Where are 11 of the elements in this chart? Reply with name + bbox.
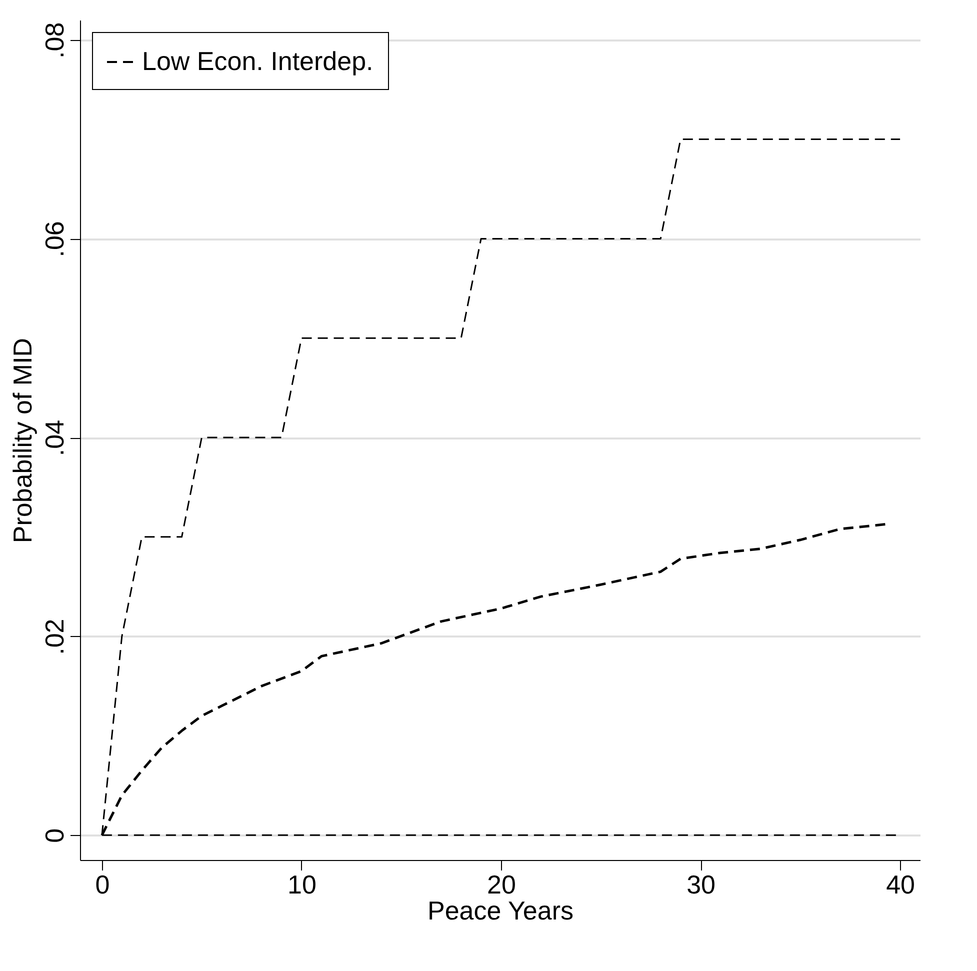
x-tick-label: 40 bbox=[886, 870, 916, 900]
legend-label: Low Econ. Interdep. bbox=[142, 46, 374, 76]
y-tick-label: .04 bbox=[40, 420, 70, 456]
y-tick-label: .08 bbox=[40, 22, 70, 58]
y-axis-title: Probability of MID bbox=[8, 338, 38, 544]
y-tick-label: .06 bbox=[40, 221, 70, 258]
y-tick-label: 0 bbox=[40, 828, 70, 843]
x-tick-label: 0 bbox=[95, 870, 110, 900]
x-tick-label: 30 bbox=[686, 870, 716, 900]
x-tick-label: 10 bbox=[288, 870, 316, 900]
y-tick-label: .02 bbox=[40, 618, 70, 655]
